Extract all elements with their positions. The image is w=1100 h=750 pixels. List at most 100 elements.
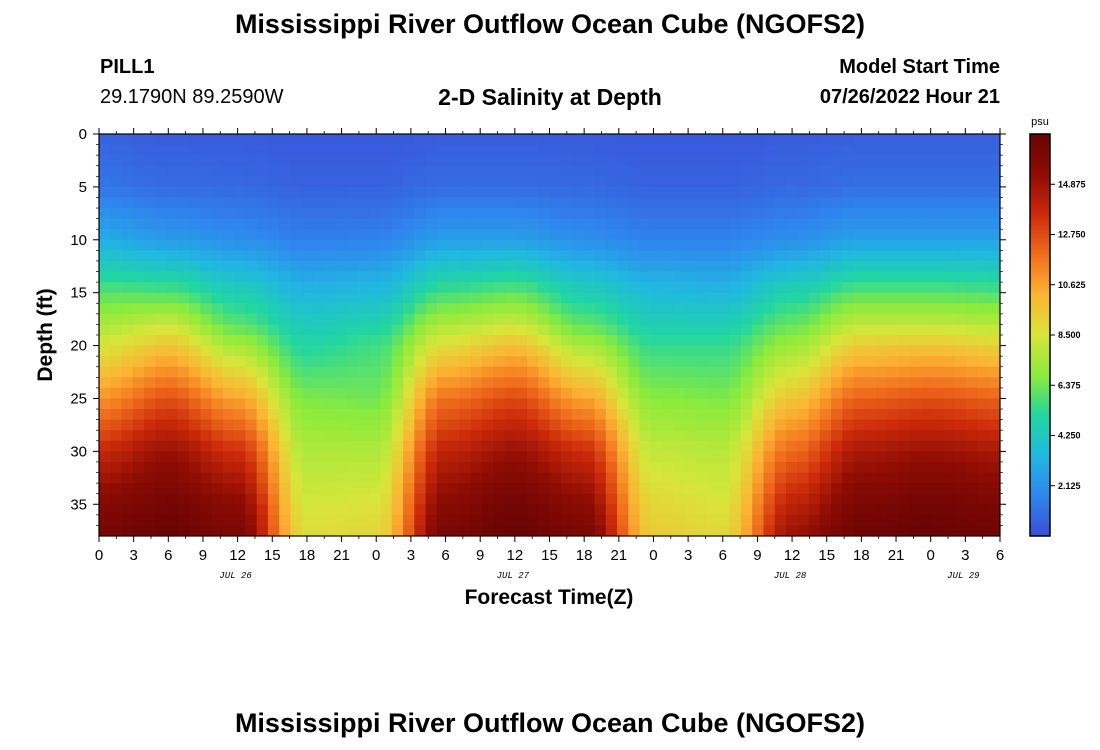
heatmap-cell (808, 483, 821, 495)
heatmap-cell (909, 186, 922, 199)
heatmap-cell (414, 419, 427, 431)
heatmap-cell (572, 282, 584, 294)
heatmap-cell (932, 186, 945, 199)
heatmap-cell (808, 155, 821, 167)
heatmap-cell (752, 430, 765, 442)
heatmap-cell (211, 366, 224, 378)
heatmap-cell (842, 472, 855, 484)
heatmap-cell (774, 324, 787, 336)
heatmap-cell (335, 387, 348, 400)
heatmap-cell (256, 292, 269, 304)
heatmap-cell (256, 260, 269, 273)
heatmap-cell (515, 419, 528, 431)
heatmap-cell (988, 176, 1000, 188)
heatmap-cell (346, 493, 359, 505)
heatmap-cell (763, 260, 776, 273)
heatmap-cell (436, 186, 449, 199)
heatmap-cell (470, 419, 483, 431)
heatmap-cell (279, 229, 292, 241)
heatmap-cell (921, 493, 934, 505)
heatmap-cell (932, 313, 945, 326)
heatmap-cell (470, 155, 483, 167)
heatmap-cell (301, 409, 314, 421)
heatmap-cell (493, 239, 506, 251)
heatmap-cell (222, 461, 235, 474)
heatmap-cell (842, 197, 855, 209)
heatmap-cell (853, 292, 866, 304)
heatmap-cell (346, 282, 359, 294)
heatmap-cell (797, 398, 810, 410)
heatmap-cell (234, 451, 247, 463)
heatmap-cell (774, 493, 787, 505)
heatmap-cell (729, 504, 742, 516)
heatmap-cell (177, 419, 190, 431)
heatmap-cell (583, 155, 596, 167)
heatmap-cell (977, 345, 990, 357)
heatmap-cell (234, 377, 247, 389)
heatmap-cell (414, 134, 427, 146)
heatmap-cell (515, 144, 528, 156)
heatmap-cell (549, 250, 562, 262)
heatmap-cell (234, 387, 247, 400)
heatmap-cell (391, 197, 404, 209)
heatmap-cell (493, 514, 506, 527)
heatmap-cell (977, 303, 990, 315)
heatmap-cell (414, 165, 427, 177)
heatmap-cell (718, 303, 731, 315)
heatmap-cell (549, 197, 562, 209)
heatmap-cell (132, 451, 145, 463)
heatmap-cell (234, 430, 247, 442)
heatmap-cell (99, 155, 111, 167)
heatmap-cell (707, 461, 720, 474)
heatmap-cell (594, 398, 607, 410)
heatmap-cell (267, 165, 280, 177)
heatmap-cell (448, 165, 460, 177)
heatmap-cell (605, 504, 618, 516)
heatmap-cell (211, 514, 224, 527)
heatmap-cell (200, 504, 213, 516)
heatmap-cell (155, 250, 168, 262)
heatmap-cell (515, 282, 528, 294)
heatmap-cell (256, 356, 269, 368)
heatmap-cell (324, 324, 337, 336)
heatmap-cell (977, 197, 990, 209)
heatmap-cell (380, 366, 393, 378)
heatmap-cell (290, 303, 303, 315)
heatmap-cell (144, 440, 156, 452)
heatmap-cell (110, 398, 123, 410)
heatmap-cell (189, 419, 201, 431)
heatmap-cell (234, 303, 247, 315)
heatmap-cell (369, 472, 382, 484)
heatmap-cell (831, 483, 843, 495)
heatmap-cell (605, 398, 618, 410)
heatmap-cell (425, 271, 438, 283)
heatmap-cell (200, 239, 213, 251)
heatmap-cell (177, 356, 190, 368)
heatmap-cell (864, 218, 877, 230)
heatmap-cell (290, 451, 303, 463)
heatmap-cell (414, 282, 427, 294)
heatmap-cell (380, 345, 393, 357)
heatmap-cell (662, 345, 674, 357)
heatmap-cell (752, 229, 765, 241)
heatmap-cell (966, 345, 979, 357)
heatmap-cell (572, 525, 584, 536)
heatmap-cell (594, 218, 607, 230)
heatmap-cell (921, 165, 934, 177)
heatmap-cell (481, 366, 494, 378)
heatmap-cell (515, 335, 528, 347)
heatmap-cell (144, 525, 156, 536)
heatmap-cell (222, 345, 235, 357)
heatmap-cell (853, 345, 866, 357)
heatmap-cell (290, 229, 303, 241)
heatmap-cell (864, 144, 877, 156)
heatmap-cell (121, 218, 134, 230)
heatmap-cell (729, 387, 742, 400)
heatmap-cell (605, 324, 618, 336)
heatmap-cell (617, 239, 629, 251)
heatmap-cell (977, 451, 990, 463)
heatmap-cell (189, 176, 201, 188)
heatmap-cell (155, 398, 168, 410)
heatmap-cell (842, 377, 855, 389)
heatmap-cell (954, 292, 967, 304)
